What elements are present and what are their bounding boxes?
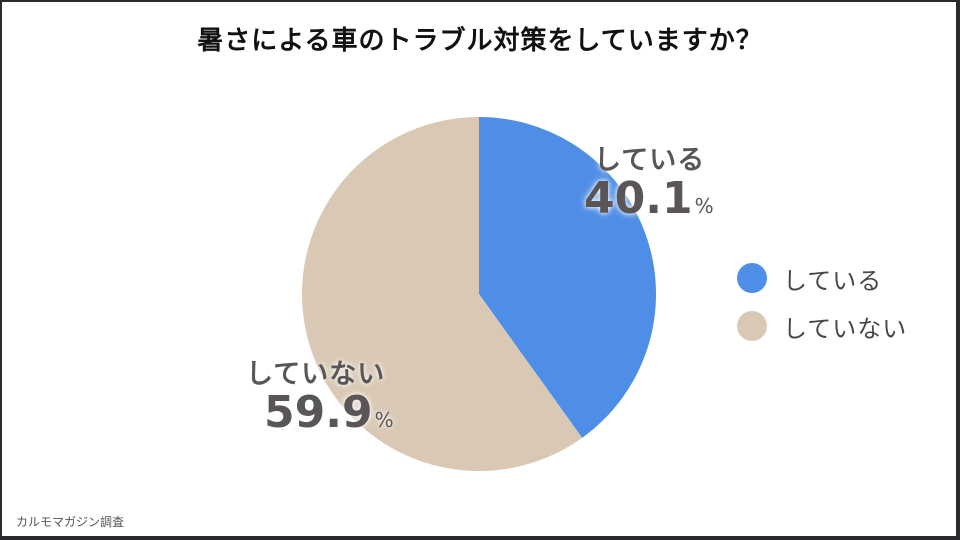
legend: している していない bbox=[737, 254, 907, 350]
legend-swatch-icon bbox=[737, 311, 767, 341]
pie-slice-shiteiru bbox=[479, 117, 657, 438]
legend-label: していない bbox=[783, 314, 908, 343]
data-label-unit: % bbox=[374, 408, 394, 432]
source-note: カルモマガジン調査 bbox=[16, 515, 125, 529]
chart-title: 暑さによる車のトラブル対策をしていますか？ bbox=[197, 26, 763, 56]
data-label-value: 59.9 bbox=[264, 387, 373, 438]
pie-slice-shiteinai bbox=[302, 117, 583, 471]
legend-item-shiteiru: している bbox=[737, 254, 907, 302]
data-label-unit: % bbox=[694, 194, 714, 218]
legend-label: している bbox=[783, 266, 883, 295]
data-label-value: 40.1 bbox=[584, 173, 693, 224]
data-label-name: している bbox=[594, 145, 706, 176]
legend-swatch-icon bbox=[737, 263, 767, 293]
data-label-shiteiru: している 40.1% bbox=[584, 138, 714, 221]
legend-item-shiteinai: していない bbox=[737, 302, 907, 350]
data-label-shiteinai: していない 59.9% bbox=[246, 352, 394, 435]
data-label-name: していない bbox=[246, 359, 386, 390]
